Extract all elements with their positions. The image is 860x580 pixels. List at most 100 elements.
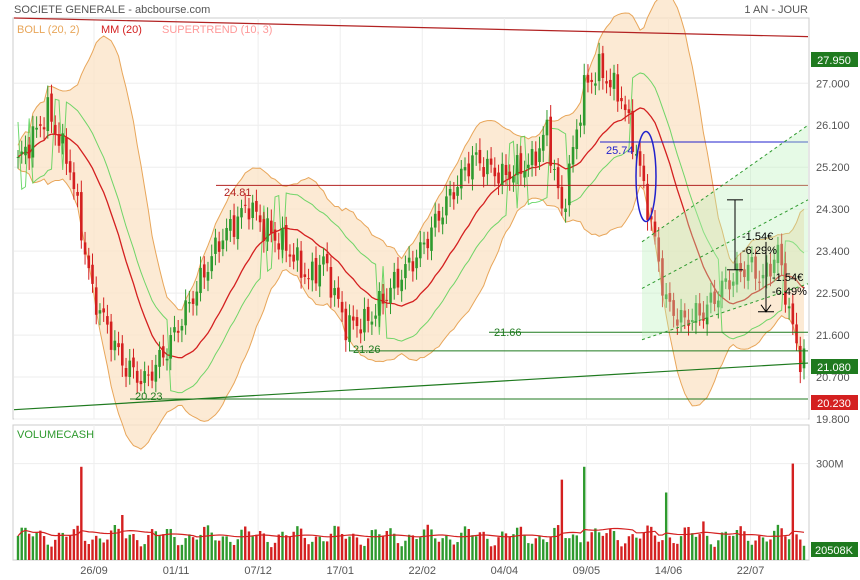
volume-bar: [322, 541, 325, 560]
volume-bar: [95, 535, 98, 560]
candle-body: [795, 324, 798, 344]
candle-body: [664, 294, 668, 300]
volume-bar: [91, 539, 94, 560]
volume-bar: [772, 530, 776, 560]
candle-body: [344, 308, 348, 341]
candle-body: [798, 345, 802, 373]
candle-body: [724, 278, 728, 282]
volume-bar: [169, 528, 172, 560]
candle-body: [709, 292, 713, 303]
candle-body: [605, 81, 608, 84]
candle-body: [500, 163, 504, 186]
volume-bar: [583, 466, 586, 560]
volume-bar: [594, 528, 597, 560]
volume-bar: [597, 532, 601, 560]
volume-bar: [679, 536, 683, 560]
candle-body: [229, 218, 232, 231]
move2-pct: -6.49%: [772, 286, 807, 298]
legend-supertrend: SUPERTREND (10, 3): [162, 24, 272, 36]
candle-body: [83, 242, 87, 255]
volume-bar: [396, 543, 400, 560]
candle-body: [523, 171, 526, 178]
y-tick-label: 21.600: [816, 330, 850, 342]
resistance-trendline: [13, 17, 809, 38]
volume-bar: [128, 534, 131, 560]
candle-body: [232, 215, 236, 237]
volume-bar: [631, 534, 634, 560]
candle-body: [392, 271, 396, 289]
candle-body: [579, 122, 582, 126]
volume-bar: [154, 531, 158, 560]
volume-bar: [601, 535, 605, 560]
candle-body: [743, 269, 746, 278]
volume-bar: [575, 535, 578, 560]
legend-mm: MM (20): [101, 24, 142, 36]
candle-body: [515, 155, 519, 176]
volume-bar: [542, 539, 545, 560]
volume-bar: [486, 538, 489, 560]
candle-body: [303, 274, 307, 277]
candle-body: [668, 292, 672, 302]
candle-body: [299, 250, 303, 278]
volume-bar: [333, 525, 336, 560]
volume-bar: [430, 529, 433, 560]
candle-body: [754, 256, 757, 279]
candle-body: [627, 109, 631, 114]
candle-body: [739, 263, 742, 272]
candle-body: [687, 319, 690, 326]
candle-body: [288, 254, 292, 257]
volume-bar: [210, 532, 213, 560]
candle-body: [586, 74, 590, 83]
volume-bar: [776, 524, 780, 560]
volume-bar: [206, 525, 210, 560]
candle-body: [705, 304, 709, 325]
candle-body: [366, 306, 370, 321]
candle-body: [337, 287, 340, 299]
highlight-ellipse: [635, 130, 657, 223]
candle-body: [717, 300, 720, 308]
volume-bar: [404, 540, 407, 560]
candle-body: [575, 129, 579, 150]
volume-bar: [482, 531, 485, 560]
volume-bar: [657, 541, 660, 560]
volume-bar: [698, 534, 701, 560]
candle-body: [419, 242, 422, 259]
volume-bar: [72, 529, 76, 560]
volume-bar: [366, 538, 370, 560]
candle-body: [329, 266, 333, 298]
candle-body: [404, 264, 407, 279]
candle-body: [802, 348, 806, 369]
candle-body: [180, 325, 184, 331]
candle-body: [91, 264, 94, 284]
candle-body: [452, 192, 456, 200]
volume-bar: [42, 536, 46, 560]
candle-body: [426, 238, 430, 249]
volume-bar: [463, 526, 467, 560]
boll-upper: [17, 0, 805, 311]
candle-body: [690, 320, 694, 323]
volume-bar: [799, 539, 802, 560]
volume-bar: [456, 542, 459, 560]
volume-bar: [214, 540, 217, 560]
volume-bar: [441, 538, 444, 560]
volume-bar: [247, 531, 251, 560]
volume-bar: [288, 536, 292, 560]
volume-bar: [83, 540, 87, 560]
volume-bar: [355, 537, 359, 560]
volume-bar: [728, 535, 731, 560]
candle-body: [549, 116, 552, 166]
level-label-21-26: 21.26: [353, 344, 381, 356]
candle-body: [541, 134, 545, 151]
candle-body: [314, 257, 318, 284]
candle-body: [258, 215, 262, 223]
candle-body: [504, 164, 508, 175]
volume-bar: [474, 536, 478, 560]
level-label-21-66: 21.66: [494, 327, 522, 339]
volume-bar: [363, 545, 366, 560]
candle-body: [422, 242, 426, 245]
volume-bar: [400, 546, 403, 560]
volume-bar: [437, 541, 441, 560]
candle-body: [411, 261, 415, 272]
volume-bar: [635, 537, 638, 560]
volume-bar: [102, 542, 105, 560]
